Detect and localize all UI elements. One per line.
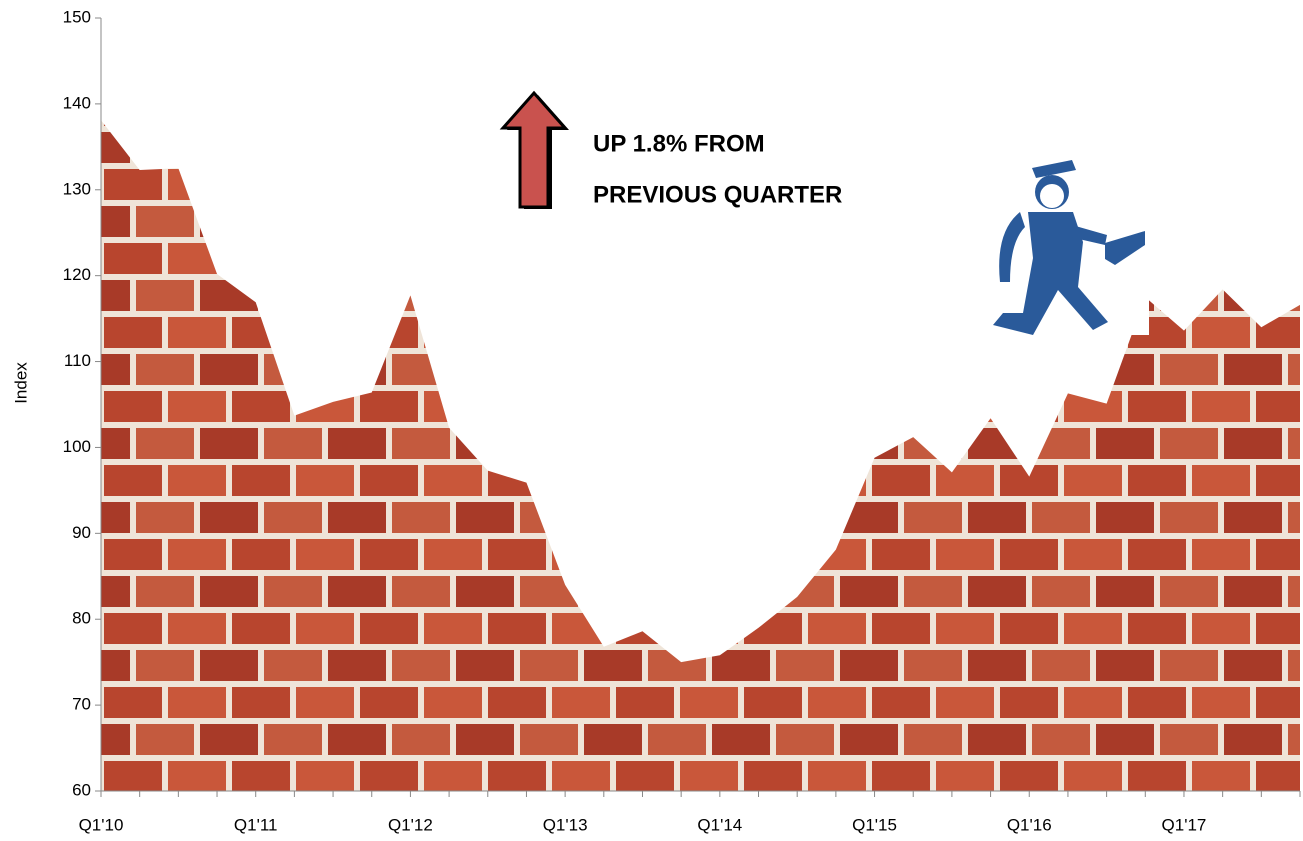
annotation: PREVIOUS QUARTER: [593, 181, 842, 208]
y-axis-label: Index: [11, 362, 30, 404]
y-tick-label: 90: [72, 523, 91, 542]
annotation: UP 1.8% FROM: [593, 130, 765, 157]
x-tick-label: Q1'11: [234, 815, 278, 834]
x-tick-label: Q1'15: [852, 815, 897, 834]
x-tick-label: Q1'17: [1162, 815, 1207, 834]
x-tick-label: Q1'13: [543, 815, 588, 834]
y-tick-label: 70: [72, 695, 91, 714]
y-tick-label: 110: [64, 351, 91, 370]
x-tick-label: Q1'16: [1007, 815, 1052, 834]
chart: Index 60 70 80 90 100 110 120 130 140 150 Q1'10 Q1'…: [0, 0, 1303, 841]
x-tick-label: Q1'12: [388, 815, 433, 834]
y-tick-label: 60: [72, 780, 91, 799]
y-tick-label: 80: [72, 609, 91, 628]
y-tick-label: 100: [63, 437, 91, 456]
y-tick-label: 130: [63, 179, 91, 198]
y-tick-label: 150: [63, 7, 91, 26]
arrow: [503, 93, 565, 207]
page: {"chart_data": {"type": "area", "y_label…: [0, 0, 1303, 841]
y-tick-label: 120: [63, 265, 91, 284]
worker-icon: [976, 152, 1149, 335]
y-tick-label: 140: [63, 93, 91, 112]
x-tick-label: Q1'14: [697, 815, 742, 834]
x-tick-label: Q1'10: [79, 815, 124, 834]
